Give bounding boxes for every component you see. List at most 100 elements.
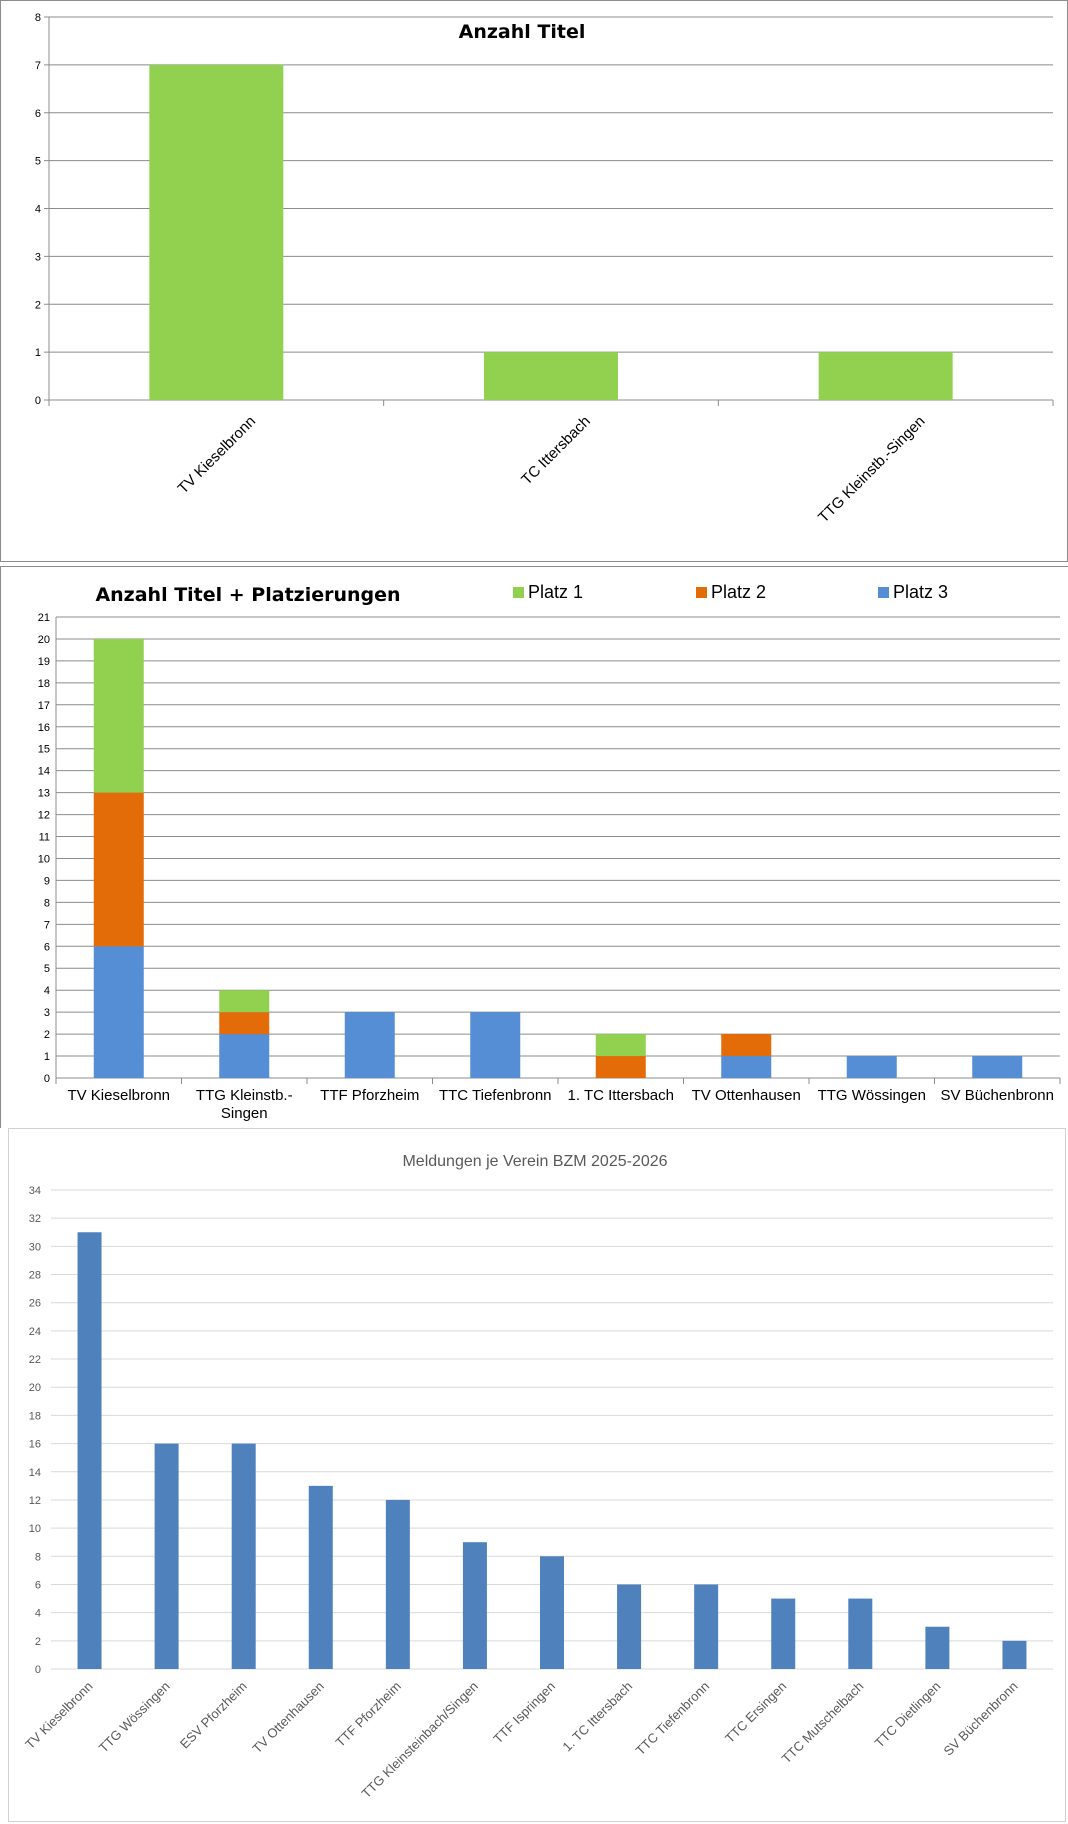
bar [77, 1232, 102, 1669]
y-tick-label: 4 [35, 204, 41, 216]
legend-swatch [878, 587, 889, 598]
bar [925, 1626, 950, 1669]
y-tick-label: 34 [29, 1185, 41, 1197]
y-tick-label: 2 [35, 1636, 41, 1648]
y-tick-label: 10 [38, 853, 50, 865]
x-tick-label: TV Ottenhausen [692, 1087, 801, 1104]
bar [484, 352, 618, 400]
x-tick-label: TV Kieselbronn [175, 413, 260, 498]
y-tick-label: 26 [29, 1298, 41, 1310]
bar-segment [93, 792, 144, 947]
legend-label: Platz 3 [893, 582, 948, 602]
x-tick-label: TTC Tiefenbronn [439, 1087, 552, 1104]
y-tick-label: 22 [29, 1354, 41, 1366]
x-tick-label: TV Kieselbronn [67, 1087, 170, 1104]
bar-segment [972, 1056, 1023, 1078]
y-tick-label: 9 [44, 875, 50, 887]
y-tick-label: 6 [35, 1579, 41, 1591]
bar [540, 1556, 564, 1669]
y-tick-label: 4 [35, 1608, 41, 1620]
y-tick-label: 0 [35, 395, 41, 407]
y-tick-label: 11 [39, 832, 50, 844]
bar-segment [595, 1034, 646, 1057]
chart-title: Anzahl Titel [459, 21, 586, 43]
bar [848, 1598, 873, 1669]
x-tick-label: TTG Kleinstb.-Singen [815, 413, 928, 526]
y-tick-label: 8 [35, 12, 41, 24]
y-tick-label: 19 [38, 656, 50, 668]
y-tick-label: 32 [29, 1213, 41, 1225]
chart-title: Anzahl Titel + Platzierungen [95, 584, 400, 606]
bar [231, 1443, 256, 1669]
y-tick-label: 12 [29, 1495, 41, 1507]
bar-segment [219, 990, 270, 1013]
y-tick-label: 7 [35, 60, 41, 72]
bar-segment [721, 1056, 772, 1078]
bar [308, 1485, 333, 1669]
x-tick-label: TV Kieselbronn [22, 1679, 95, 1752]
y-tick-label: 17 [38, 700, 50, 712]
chart-titel-platzierungen: 0 1 2 3 4 5 6 7 8 9 10 11 12 13 14 15 16 17 18 19 20 21 TV Kie… [0, 566, 1068, 1128]
y-tick-label: 14 [38, 766, 50, 778]
x-tick-label: 1. TC Ittersbach [559, 1679, 635, 1755]
bar-segment [93, 638, 144, 793]
y-tick-label: 7 [44, 919, 50, 931]
y-tick-label: 5 [35, 156, 41, 168]
x-tick-label: TTG Kleinstb.- [196, 1087, 293, 1104]
y-tick-label: 10 [29, 1523, 41, 1535]
y-tick-label: 6 [35, 108, 41, 120]
chart-anzahl-titel-svg: 0 1 2 3 4 5 6 7 8 TV Kieselbronn TC Ittersbach TTG … [35, 12, 1054, 526]
y-tick-label: 12 [38, 810, 50, 822]
y-tick-label: 2 [35, 299, 41, 311]
x-tick-label: TC Ittersbach [518, 413, 594, 489]
x-tick-label: 1. TC Ittersbach [568, 1087, 674, 1104]
y-tick-label: 14 [29, 1467, 41, 1479]
bar-segment [595, 1056, 646, 1078]
bar [818, 352, 953, 400]
y-tick-label: 0 [44, 1073, 50, 1085]
bar-segment [721, 1034, 772, 1057]
x-tick-label: TTG Wössingen [818, 1087, 926, 1104]
bar [694, 1584, 719, 1669]
bar-segment [219, 1012, 270, 1035]
x-tick-label: TV Ottenhausen [249, 1679, 327, 1757]
y-tick-label: 28 [29, 1270, 41, 1282]
y-tick-label: 5 [44, 963, 50, 975]
bar-segment [219, 1034, 270, 1078]
x-tick-label: SV Büchenbronn [941, 1087, 1054, 1104]
x-tick-label: TTF Ispringen [490, 1679, 558, 1747]
x-tick-label: TTC Mutschelbach [779, 1679, 867, 1767]
legend-label: Platz 2 [711, 582, 766, 602]
bar [771, 1598, 796, 1669]
legend-swatch [696, 587, 707, 598]
y-tick-label: 18 [38, 678, 50, 690]
x-tick-label: TTG Wössingen [96, 1679, 173, 1756]
y-tick-label: 8 [35, 1551, 41, 1563]
bar [149, 64, 284, 400]
legend-swatch [513, 587, 524, 598]
y-tick-label: 18 [29, 1410, 41, 1422]
bar [1002, 1640, 1027, 1669]
chart-meldungen-je-verein: 0 2 4 6 8 10 12 14 16 18 20 22 24 26 28 30 32 34 TV Kiesel… [8, 1128, 1066, 1822]
bar [462, 1542, 487, 1669]
x-tick-label: TTC Ersingen [722, 1679, 789, 1746]
y-tick-label: 4 [44, 985, 50, 997]
y-tick-label: 3 [35, 251, 41, 263]
y-tick-label: 30 [29, 1241, 41, 1253]
legend-label: Platz 1 [528, 582, 583, 602]
x-tick-label: ESV Pforzheim [177, 1679, 250, 1752]
y-tick-label: 16 [29, 1439, 41, 1451]
y-tick-label: 3 [44, 1007, 50, 1019]
y-tick-label: 8 [44, 897, 50, 909]
y-tick-label: 1 [35, 347, 41, 359]
y-tick-label: 20 [29, 1382, 41, 1394]
y-tick-label: 0 [35, 1664, 41, 1676]
bar [617, 1584, 642, 1669]
y-tick-label: 2 [44, 1029, 50, 1041]
x-tick-label: TTF Pforzheim [333, 1679, 404, 1750]
bar-segment [93, 946, 144, 1078]
bar [154, 1443, 179, 1669]
bar [385, 1499, 410, 1669]
